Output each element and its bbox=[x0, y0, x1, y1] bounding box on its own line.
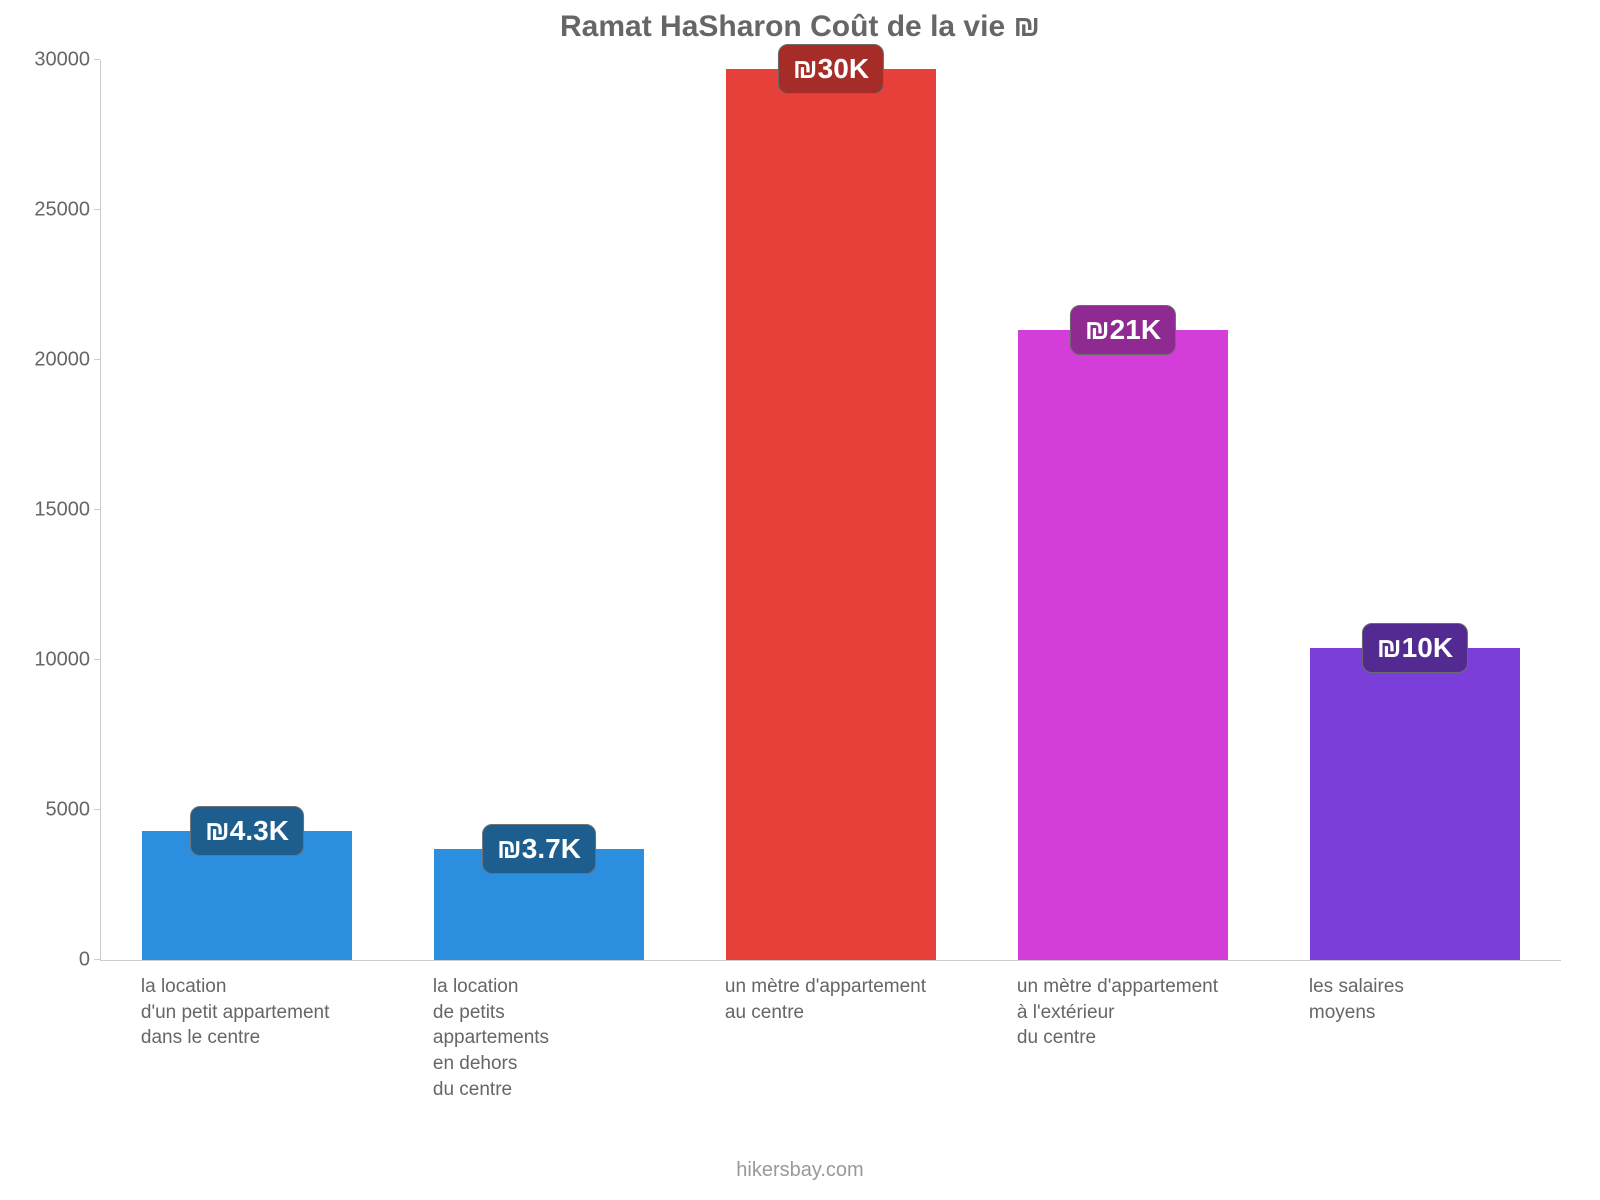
ytick-label: 10000 bbox=[10, 649, 90, 672]
bar-value-badge: ₪21K bbox=[1070, 305, 1176, 355]
bar: ₪10K bbox=[1310, 648, 1520, 960]
ytick-mark bbox=[94, 959, 100, 960]
x-category-label: la location d'un petit appartement dans … bbox=[141, 974, 371, 1051]
bar-value-badge: ₪3.7K bbox=[482, 824, 596, 874]
attribution: hikersbay.com bbox=[0, 1159, 1600, 1182]
ytick-mark bbox=[94, 509, 100, 510]
ytick-mark bbox=[94, 359, 100, 360]
ytick-mark bbox=[94, 659, 100, 660]
x-category-label: un mètre d'appartement à l'extérieur du … bbox=[1017, 974, 1247, 1051]
bar-value-badge: ₪30K bbox=[778, 44, 884, 94]
x-category-label: les salaires moyens bbox=[1309, 974, 1539, 1025]
bar: ₪21K bbox=[1018, 330, 1228, 960]
ytick-mark bbox=[94, 209, 100, 210]
x-category-label: la location de petits appartements en de… bbox=[433, 974, 663, 1102]
bar: ₪4.3K bbox=[142, 831, 352, 960]
ytick-label: 5000 bbox=[10, 799, 90, 822]
ytick-mark bbox=[94, 809, 100, 810]
bar-value-badge: ₪4.3K bbox=[190, 806, 304, 856]
plot-area: ₪4.3K ₪3.7K ₪30K ₪21K ₪10K bbox=[100, 60, 1561, 961]
bar: ₪3.7K bbox=[434, 849, 644, 960]
bar-value-badge: ₪10K bbox=[1362, 623, 1468, 673]
ytick-label: 0 bbox=[10, 949, 90, 972]
bar: ₪30K bbox=[726, 69, 936, 960]
chart-title: Ramat HaSharon Coût de la vie ₪ bbox=[0, 10, 1600, 44]
ytick-label: 25000 bbox=[10, 199, 90, 222]
ytick-label: 30000 bbox=[10, 49, 90, 72]
ytick-label: 20000 bbox=[10, 349, 90, 372]
cost-of-living-chart: Ramat HaSharon Coût de la vie ₪ ₪4.3K ₪3.… bbox=[0, 0, 1600, 1200]
ytick-mark bbox=[94, 59, 100, 60]
x-category-label: un mètre d'appartement au centre bbox=[725, 974, 955, 1025]
ytick-label: 15000 bbox=[10, 499, 90, 522]
